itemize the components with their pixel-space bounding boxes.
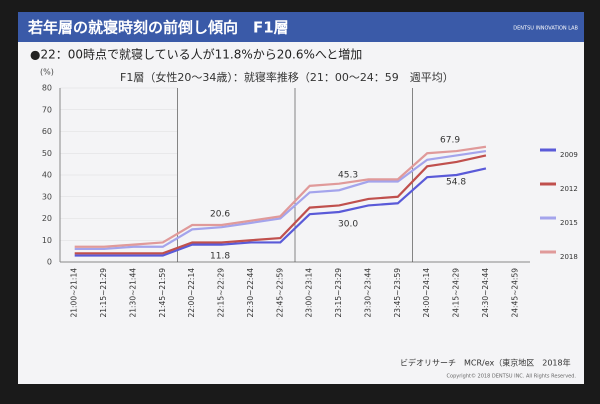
y-tick-label: 20 bbox=[42, 214, 52, 223]
copyright: Copyright© 2018 DENTSU INC. All Rights R… bbox=[447, 373, 577, 380]
x-tick-label: 21:45~21:59 bbox=[158, 268, 167, 318]
chart-title: F1層（女性20～34歳）：就寝率推移（21：00～24：59 週平均） bbox=[120, 70, 454, 84]
slide-title: 若年層の就寝時刻の前倒し傾向 F1層 bbox=[27, 19, 289, 37]
subtitle: ●22：00時点で就寝している人が11.8%から20.6%へと増加 bbox=[30, 47, 362, 62]
x-tick-label: 22:30~22:44 bbox=[246, 268, 255, 318]
x-tick-label: 23:45~23:59 bbox=[393, 268, 402, 318]
annotation: 45.3 bbox=[338, 171, 358, 181]
logo: DENTSU INNOVATION LAB bbox=[513, 26, 578, 32]
x-tick-label: 24:45~24:59 bbox=[510, 268, 519, 318]
series-line bbox=[74, 149, 487, 251]
x-tick-label: 22:00~22:14 bbox=[187, 268, 196, 318]
annotation: 11.8 bbox=[210, 252, 230, 262]
x-tick-label: 24:00~24:14 bbox=[422, 268, 431, 318]
series-line bbox=[74, 167, 487, 257]
x-tick-label: 23:15~23:29 bbox=[334, 268, 343, 318]
x-tick-label: 21:00~21:14 bbox=[70, 268, 79, 318]
y-tick-label: 60 bbox=[42, 127, 52, 136]
y-tick-label: 50 bbox=[42, 149, 52, 158]
y-label: (%) bbox=[40, 68, 54, 77]
annotation: 54.8 bbox=[446, 178, 466, 188]
x-tick-label: 22:15~22:29 bbox=[217, 268, 226, 318]
y-tick-label: 30 bbox=[42, 192, 52, 201]
legend-label: 2009 bbox=[560, 151, 578, 159]
annotation: 20.6 bbox=[210, 210, 230, 220]
series-line bbox=[74, 145, 487, 248]
x-tick-label: 23:30~23:44 bbox=[363, 268, 372, 318]
series-line bbox=[74, 154, 487, 255]
x-tick-label: 24:15~24:29 bbox=[452, 268, 461, 318]
legend-label: 2012 bbox=[560, 185, 578, 193]
x-tick-label: 22:45~22:59 bbox=[275, 268, 284, 318]
x-tick-label: 21:15~21:29 bbox=[99, 268, 108, 318]
annotation: 67.9 bbox=[440, 136, 460, 146]
x-tick-label: 21:30~21:44 bbox=[128, 268, 137, 318]
legend-label: 2018 bbox=[560, 253, 578, 261]
annotation: 30.0 bbox=[338, 220, 358, 230]
x-tick-label: 23:00~23:14 bbox=[305, 268, 314, 318]
y-tick-label: 80 bbox=[42, 84, 52, 93]
y-tick-label: 0 bbox=[47, 258, 52, 267]
y-tick-label: 10 bbox=[42, 236, 52, 245]
x-tick-label: 24:30~24:44 bbox=[481, 268, 490, 318]
title-band bbox=[18, 12, 584, 42]
y-tick-label: 40 bbox=[42, 171, 52, 180]
slide bbox=[18, 12, 584, 384]
legend-label: 2015 bbox=[560, 219, 578, 227]
source: ビデオリサーチ MCR/ex（東京地区 2018年 bbox=[400, 358, 571, 368]
y-tick-label: 70 bbox=[42, 105, 52, 114]
